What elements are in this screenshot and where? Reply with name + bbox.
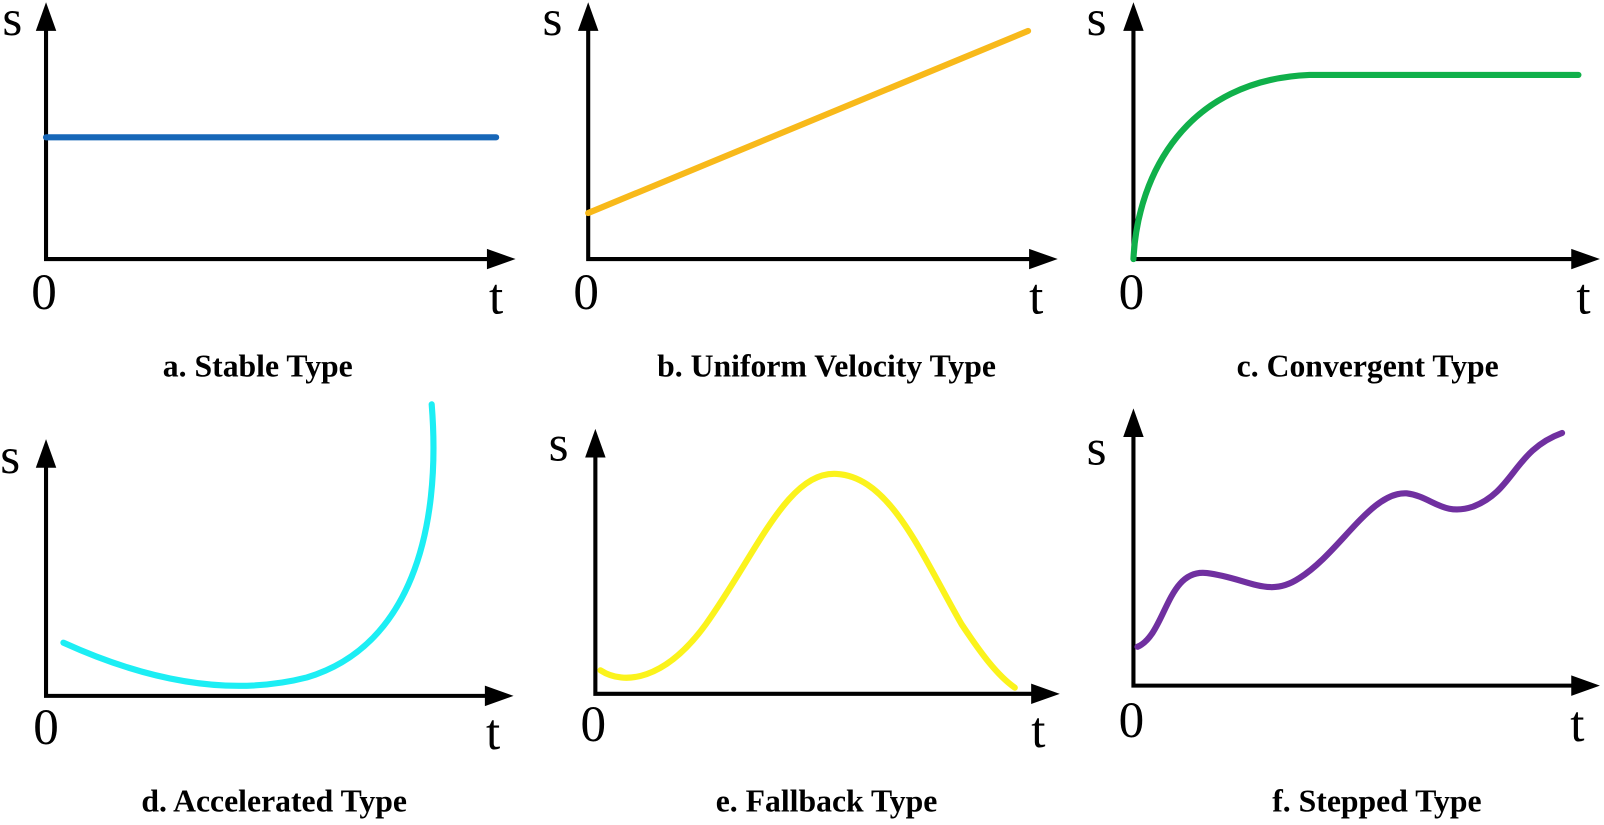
x-axis-label: t <box>486 704 500 761</box>
arrow-head <box>484 685 514 707</box>
axes <box>43 28 492 262</box>
panel: s 0 t d. Accelerated Type <box>0 401 514 818</box>
y-axis-label: s <box>1087 0 1107 47</box>
axes <box>1131 28 1576 262</box>
origin-label: 0 <box>33 699 59 756</box>
axes <box>586 28 1034 262</box>
panel: s 0 t e. Fallback Type <box>549 416 1060 818</box>
panel: s 0 t b. Uniform Velocity Type <box>542 0 1058 384</box>
origin-label: 0 <box>581 696 607 753</box>
curve <box>1134 429 1566 650</box>
y-axis-label: s <box>0 428 20 485</box>
arrow-head <box>1123 2 1144 31</box>
arrow-head <box>1029 248 1058 270</box>
curve <box>1130 71 1582 263</box>
x-axis-label: t <box>1570 696 1584 753</box>
caption: a. Stable Type <box>163 349 353 384</box>
arrow-head <box>486 248 516 270</box>
x-axis-label: t <box>489 268 503 325</box>
origin-label: 0 <box>1119 264 1145 321</box>
y-axis-label: s <box>1087 420 1107 477</box>
origin-label: 0 <box>573 264 599 321</box>
x-axis-label: t <box>1031 702 1045 759</box>
origin-label: 0 <box>1119 692 1145 749</box>
axes <box>43 465 489 698</box>
y-axis-label: s <box>549 416 569 473</box>
caption: b. Uniform Velocity Type <box>657 349 996 384</box>
y-axis-label: s <box>2 0 22 47</box>
arrow-head <box>1571 675 1600 696</box>
arrow-head <box>35 439 57 468</box>
arrow-head <box>1571 248 1600 270</box>
panel: s 0 t f. Stepped Type <box>1087 408 1600 818</box>
axes <box>593 455 1036 696</box>
curve <box>585 27 1032 217</box>
arrow-head <box>577 2 599 31</box>
caption: c. Convergent Type <box>1237 349 1499 384</box>
caption: d. Accelerated Type <box>141 783 407 818</box>
axes <box>1131 435 1576 688</box>
caption: e. Fallback Type <box>716 783 938 818</box>
y-axis-label: s <box>542 0 562 47</box>
caption: f. Stepped Type <box>1272 783 1481 818</box>
panel: s 0 t c. Convergent Type <box>1087 0 1600 384</box>
x-axis-label: t <box>1029 268 1043 325</box>
curve <box>597 470 1018 691</box>
panel: s 0 t a. Stable Type <box>2 0 516 384</box>
arrow-head <box>1123 408 1144 438</box>
arrow-head <box>35 2 57 31</box>
curve <box>60 401 437 689</box>
arrow-head <box>1031 683 1060 705</box>
arrow-head <box>585 428 606 458</box>
origin-label: 0 <box>31 264 57 321</box>
x-axis-label: t <box>1576 268 1590 325</box>
